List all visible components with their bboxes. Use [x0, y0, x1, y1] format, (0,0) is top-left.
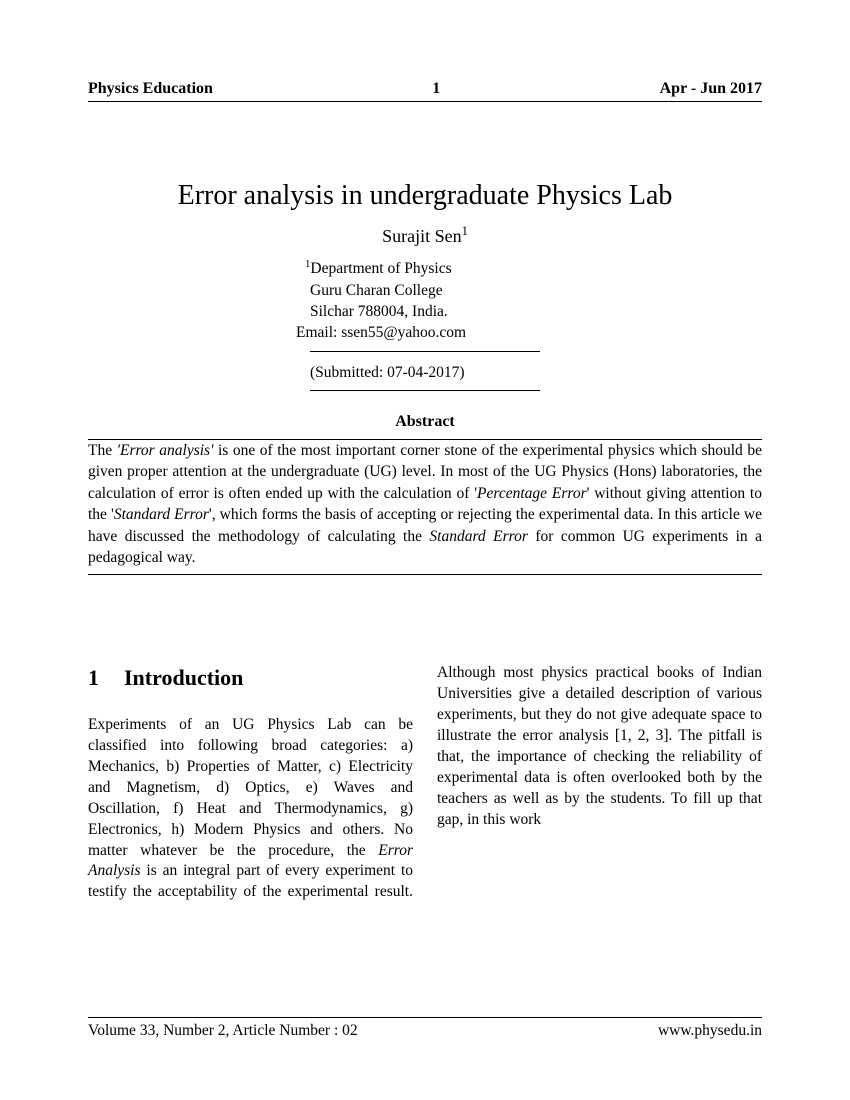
- body-columns: 1Introduction Experiments of an UG Physi…: [88, 663, 762, 911]
- affil-address: Silchar 788004, India.: [310, 301, 540, 322]
- abstract-text-1: The: [88, 442, 117, 459]
- abstract-term-4: Standard Error: [429, 528, 527, 545]
- affil-email-line: Email: ssen55@yahoo.com: [310, 322, 540, 343]
- affil-rule: [310, 351, 540, 352]
- affil-dept: Department of Physics: [310, 260, 451, 277]
- author-affil-mark: 1: [462, 224, 468, 238]
- intro-paragraph: Experiments of an UG Physics Lab can be …: [88, 663, 762, 911]
- abstract-heading: Abstract: [88, 413, 762, 431]
- email-label: Email:: [296, 324, 341, 341]
- submitted-date: (Submitted: 07-04-2017): [310, 362, 540, 383]
- section-heading: 1Introduction: [88, 663, 413, 693]
- running-footer: Volume 33, Number 2, Article Number : 02…: [88, 1017, 762, 1040]
- abstract-term-2: Percentage Error: [477, 485, 587, 502]
- submitted-rule: [310, 390, 540, 391]
- title-block: Error analysis in undergraduate Physics …: [88, 180, 762, 431]
- paper-title: Error analysis in undergraduate Physics …: [88, 180, 762, 212]
- abstract-term-1: 'Error analysis': [117, 442, 214, 459]
- section-number: 1: [88, 663, 124, 693]
- affiliation-block: 1Department of Physics Guru Charan Colle…: [88, 257, 762, 403]
- running-header: Physics Education 1 Apr - Jun 2017: [88, 80, 762, 102]
- page: Physics Education 1 Apr - Jun 2017 Error…: [0, 0, 850, 1100]
- page-number: 1: [432, 80, 440, 98]
- footer-volume: Volume 33, Number 2, Article Number : 02: [88, 1022, 358, 1040]
- section-title: Introduction: [124, 665, 243, 690]
- issue-date: Apr - Jun 2017: [660, 80, 762, 98]
- intro-text-1: Experiments of an UG Physics Lab can be …: [88, 716, 413, 859]
- author-name: Surajit Sen: [382, 226, 462, 246]
- journal-name: Physics Education: [88, 80, 213, 98]
- footer-url: www.physedu.in: [658, 1022, 762, 1040]
- affil-institution: Guru Charan College: [310, 280, 540, 301]
- footer-rule: [88, 1017, 762, 1018]
- abstract-body: The 'Error analysis' is one of the most …: [88, 440, 762, 568]
- abstract-term-3: Standard Error: [114, 506, 209, 523]
- affil-email: ssen55@yahoo.com: [341, 324, 466, 341]
- author-line: Surajit Sen1: [88, 224, 762, 247]
- abstract-rule-bottom: [88, 574, 762, 575]
- affil-dept-line: 1Department of Physics: [310, 257, 540, 280]
